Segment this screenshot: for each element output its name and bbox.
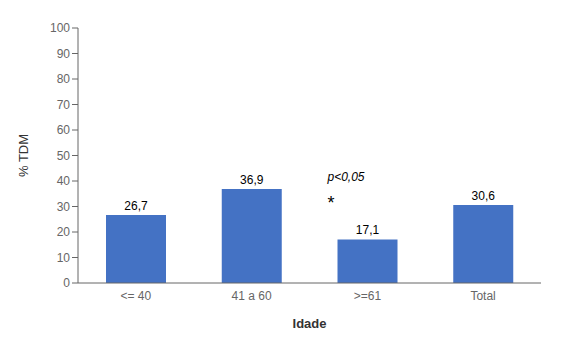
svg-text:70: 70 (57, 98, 71, 112)
svg-text:30: 30 (57, 200, 71, 214)
svg-text:80: 80 (57, 72, 71, 86)
svg-text:36,9: 36,9 (240, 173, 264, 187)
svg-text:>=61: >=61 (354, 289, 382, 303)
svg-text:0: 0 (63, 276, 70, 290)
svg-text:40: 40 (57, 174, 71, 188)
svg-text:60: 60 (57, 123, 71, 137)
svg-text:30,6: 30,6 (472, 189, 496, 203)
svg-text:*: * (328, 193, 335, 213)
svg-text:Total: Total (470, 289, 495, 303)
svg-text:26,7: 26,7 (124, 199, 148, 213)
svg-text:100: 100 (50, 21, 70, 35)
svg-text:50: 50 (57, 149, 71, 163)
svg-text:17,1: 17,1 (356, 223, 380, 237)
svg-text:% TDM: % TDM (16, 134, 31, 177)
svg-text:90: 90 (57, 47, 71, 61)
svg-text:Idade: Idade (293, 316, 327, 331)
svg-text:41 a 60: 41 a 60 (232, 289, 272, 303)
svg-text:10: 10 (57, 251, 71, 265)
svg-text:<= 40: <= 40 (121, 289, 152, 303)
svg-text:p<0,05: p<0,05 (327, 170, 365, 184)
svg-text:20: 20 (57, 225, 71, 239)
